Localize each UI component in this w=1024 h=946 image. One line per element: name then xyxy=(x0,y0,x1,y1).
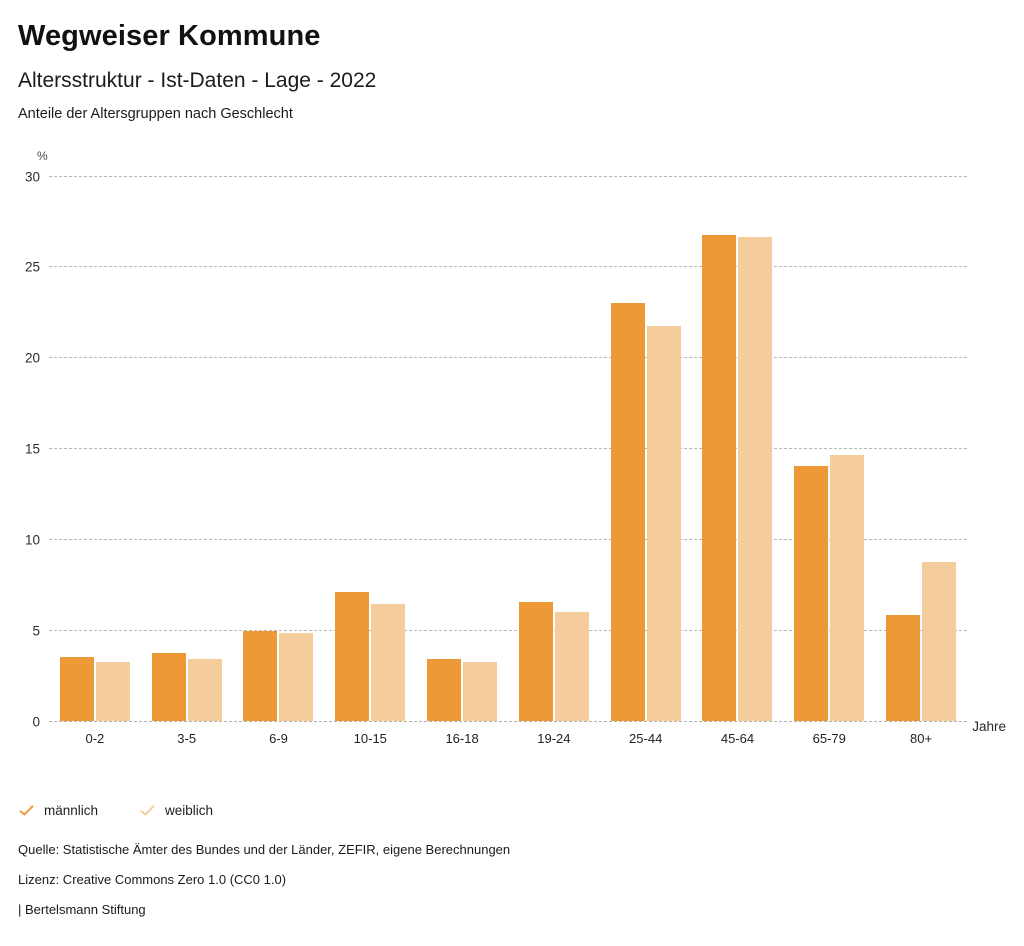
x-axis-label: Jahre xyxy=(972,718,1006,734)
chart-legend: männlich weiblich xyxy=(18,802,254,819)
legend-label: weiblich xyxy=(165,803,214,818)
gridline: 0 xyxy=(32,714,967,729)
x-axis-tick-label: 0-2 xyxy=(85,730,105,746)
bar-weiblich-6-9[interactable] xyxy=(279,633,314,721)
bar-männlich-19-24[interactable] xyxy=(518,602,553,721)
bar-chart: % Jahre 0 5 10 15 20 25 30 0-2 3-5 6-9 10-15 16-18… xyxy=(18,149,1006,753)
y-axis-tick-label: 20 xyxy=(24,350,40,366)
x-axis-tick-label: 6-9 xyxy=(269,730,288,746)
y-axis-tick-label: 15 xyxy=(24,441,40,457)
bar-weiblich-25-44[interactable] xyxy=(646,326,681,721)
y-axis-tick-label: 30 xyxy=(24,169,40,184)
legend-item-weiblich[interactable]: weiblich xyxy=(139,802,213,819)
bar-männlich-80+[interactable] xyxy=(886,615,921,721)
x-axis-tick-label: 65-79 xyxy=(812,730,846,746)
bar-group: 19-24 xyxy=(508,176,600,746)
bar-weiblich-80+[interactable] xyxy=(922,562,957,721)
bar-weiblich-0-2[interactable] xyxy=(95,662,130,721)
bar-männlich-65-79[interactable] xyxy=(794,466,829,721)
bar-group: 3-5 xyxy=(141,176,233,746)
x-axis-tick-label: 45-64 xyxy=(720,730,755,746)
y-axis-unit-label: % xyxy=(37,148,48,163)
bar-männlich-25-44[interactable] xyxy=(610,302,645,721)
gridline: 10 xyxy=(25,532,967,547)
page-subtitle: Altersstruktur - Ist-Daten - Lage - 2022 xyxy=(18,69,377,92)
x-axis-tick-label: 16-18 xyxy=(445,730,479,746)
chart-footer: Quelle: Statistische Ämter des Bundes un… xyxy=(18,843,978,933)
bar-männlich-3-5[interactable] xyxy=(151,653,186,721)
x-axis-tick-label: 3-5 xyxy=(177,730,197,746)
footer-publisher: | Bertelsmann Stiftung xyxy=(18,902,146,917)
bar-weiblich-65-79[interactable] xyxy=(830,455,865,721)
bar-group: 25-44 xyxy=(600,176,692,746)
x-axis-tick-label: 25-44 xyxy=(629,730,663,746)
bar-group: 16-18 xyxy=(416,176,508,746)
footer-source: Quelle: Statistische Ämter des Bundes un… xyxy=(18,842,511,857)
gridline: 20 xyxy=(25,351,967,366)
bar-weiblich-10-15[interactable] xyxy=(371,604,406,721)
bar-group: 65-79 xyxy=(783,176,875,746)
plot-area: 0 5 10 15 20 25 30 0-2 3-5 6-9 10-15 16-18 19-24 25-… xyxy=(25,169,967,746)
bar-männlich-45-64[interactable] xyxy=(702,235,737,721)
x-axis-tick-label: 10-15 xyxy=(353,730,387,746)
bar-group: 80+ xyxy=(875,176,967,746)
check-icon xyxy=(18,802,35,819)
bar-weiblich-45-64[interactable] xyxy=(738,237,773,721)
bar-männlich-16-18[interactable] xyxy=(427,658,462,721)
gridline: 25 xyxy=(25,260,967,275)
gridline: 5 xyxy=(32,623,967,638)
footer-license: Lizenz: Creative Commons Zero 1.0 (CC0 1… xyxy=(18,872,287,887)
bar-weiblich-3-5[interactable] xyxy=(187,658,222,721)
check-icon xyxy=(139,802,156,819)
bar-groups: 0-2 3-5 6-9 10-15 16-18 19-24 25-44 45-64 65-79 8… xyxy=(49,176,967,746)
bar-group: 10-15 xyxy=(324,176,416,746)
page-title: Wegweiser Kommune xyxy=(18,20,321,52)
bar-weiblich-16-18[interactable] xyxy=(463,662,498,721)
bar-weiblich-19-24[interactable] xyxy=(554,611,589,721)
bar-group: 6-9 xyxy=(233,176,325,746)
x-axis-tick-label: 19-24 xyxy=(537,730,571,746)
y-axis-tick-label: 10 xyxy=(24,532,40,548)
page-description: Anteile der Altersgruppen nach Geschlech… xyxy=(18,106,293,122)
x-axis-tick-label: 80+ xyxy=(910,730,933,746)
bar-group: 45-64 xyxy=(692,176,784,746)
gridline: 30 xyxy=(25,169,967,184)
y-axis-tick-label: 5 xyxy=(32,623,40,639)
legend-label: männlich xyxy=(44,803,99,818)
bar-männlich-0-2[interactable] xyxy=(59,656,94,721)
bar-group: 0-2 xyxy=(49,176,141,746)
y-axis-tick-label: 0 xyxy=(32,714,40,729)
legend-item-männlich[interactable]: männlich xyxy=(18,802,98,819)
bar-männlich-10-15[interactable] xyxy=(335,591,370,721)
gridline: 15 xyxy=(25,442,967,457)
bar-männlich-6-9[interactable] xyxy=(243,631,278,721)
y-axis-tick-label: 25 xyxy=(24,259,40,275)
